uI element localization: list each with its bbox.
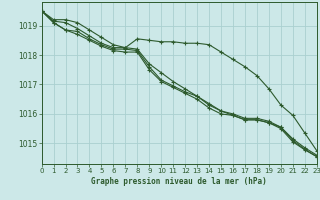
X-axis label: Graphe pression niveau de la mer (hPa): Graphe pression niveau de la mer (hPa) bbox=[91, 177, 267, 186]
